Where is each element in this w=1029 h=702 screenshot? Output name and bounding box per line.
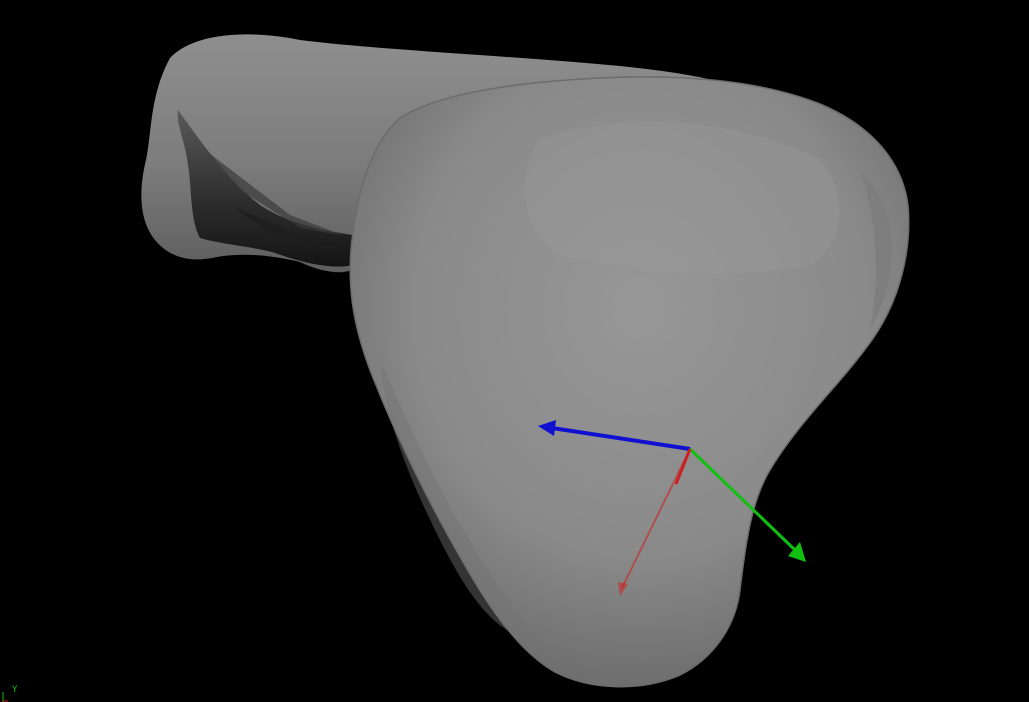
y-axis-arrowhead: [788, 542, 806, 562]
x-axis-arrowhead: [618, 582, 628, 596]
z-axis-arrowhead: [538, 420, 556, 436]
orientation-y-label: Y: [12, 685, 18, 695]
orientation-widget: Y: [2, 685, 18, 702]
y-axis: [688, 447, 797, 552]
coordinate-frame: [538, 420, 806, 596]
groove-facet: [230, 205, 350, 250]
head-facet: [860, 170, 893, 330]
bone-groove: [177, 110, 360, 267]
bone-head: [349, 76, 910, 688]
head-facet: [524, 121, 840, 274]
x-axis-near: [674, 448, 692, 485]
z-axis: [551, 426, 691, 451]
x-axis: [621, 448, 691, 589]
